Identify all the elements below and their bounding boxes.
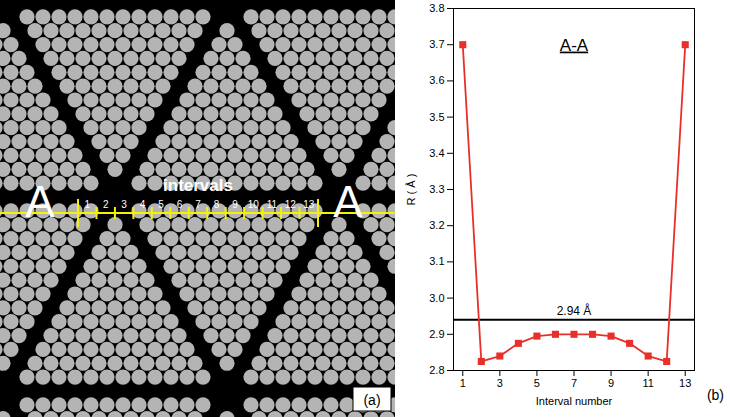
svg-text:6: 6 <box>177 199 183 210</box>
svg-text:2.8: 2.8 <box>429 364 444 376</box>
svg-text:7: 7 <box>571 377 577 389</box>
svg-text:(a): (a) <box>363 392 380 408</box>
svg-text:8: 8 <box>214 199 220 210</box>
svg-text:10: 10 <box>248 199 260 210</box>
svg-text:3.0: 3.0 <box>429 292 444 304</box>
svg-text:2.94 Å: 2.94 Å <box>557 303 592 318</box>
svg-text:13: 13 <box>679 377 691 389</box>
svg-text:3.5: 3.5 <box>429 111 444 123</box>
svg-text:3: 3 <box>497 377 503 389</box>
svg-text:3.2: 3.2 <box>429 219 444 231</box>
svg-text:5: 5 <box>534 377 540 389</box>
svg-text:3.8: 3.8 <box>429 2 444 14</box>
svg-text:R ( Å ): R ( Å ) <box>405 174 417 206</box>
svg-text:intervals: intervals <box>163 176 233 195</box>
svg-text:A: A <box>333 177 363 226</box>
svg-text:7: 7 <box>195 199 201 210</box>
svg-text:11: 11 <box>267 199 278 210</box>
svg-text:5: 5 <box>158 199 164 210</box>
svg-text:3.7: 3.7 <box>429 38 444 50</box>
svg-text:1: 1 <box>460 377 466 389</box>
svg-text:A-A: A-A <box>560 36 589 55</box>
svg-text:2.9: 2.9 <box>429 328 444 340</box>
svg-text:9: 9 <box>232 199 238 210</box>
svg-text:3.4: 3.4 <box>429 147 444 159</box>
svg-text:3.3: 3.3 <box>429 183 444 195</box>
svg-text:4: 4 <box>140 199 146 210</box>
svg-text:9: 9 <box>608 377 614 389</box>
svg-text:3: 3 <box>121 199 127 210</box>
svg-text:A: A <box>25 177 55 226</box>
svg-text:3.6: 3.6 <box>429 74 444 86</box>
svg-text:3.1: 3.1 <box>429 255 444 267</box>
svg-text:1: 1 <box>84 199 90 210</box>
svg-text:2: 2 <box>103 199 109 210</box>
svg-text:Interval number: Interval number <box>536 395 613 407</box>
svg-text:13: 13 <box>303 199 315 210</box>
svg-text:11: 11 <box>642 377 653 389</box>
svg-text:12: 12 <box>285 199 297 210</box>
html-text:(b): (b) <box>706 387 724 403</box>
